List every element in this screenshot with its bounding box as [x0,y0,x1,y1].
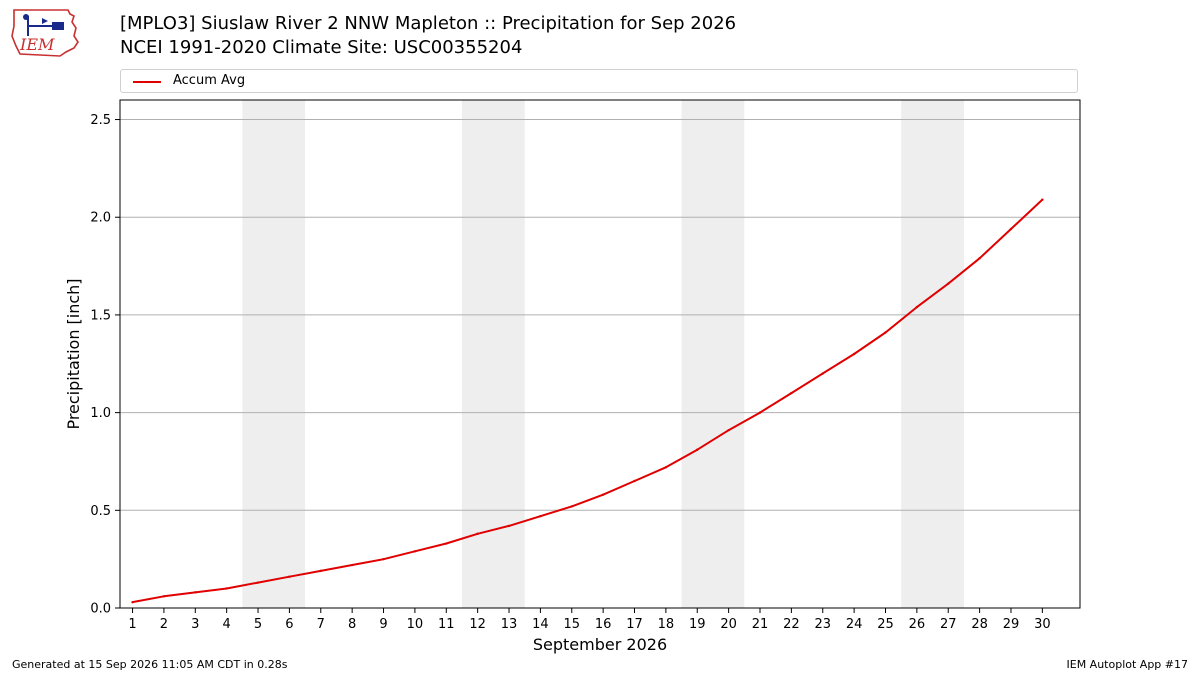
y-tick-label-1: 0.5 [90,504,111,519]
x-tick-label-12: 12 [469,617,486,632]
x-tick-label-28: 28 [971,617,988,632]
x-tick-label-16: 16 [595,617,612,632]
x-tick-label-30: 30 [1034,617,1051,632]
x-tick-label-4: 4 [223,617,231,632]
x-tick-label-2: 2 [160,617,168,632]
chart-subtitle: NCEI 1991-2020 Climate Site: USC00355204 [120,37,523,58]
data-point-day-6 [288,575,291,578]
y-tick-label-5: 2.5 [90,113,111,128]
data-point-day-11 [445,542,448,545]
data-point-day-16 [601,493,605,496]
x-tick-label-19: 19 [689,617,706,632]
x-tick-label-17: 17 [626,617,643,632]
series-line-0 [132,198,1044,604]
y-tick-label-2: 1.0 [90,406,111,421]
weekend-band-3 [681,100,745,608]
data-point-day-23 [821,372,824,375]
x-tick-label-14: 14 [532,617,549,632]
x-tick-label-3: 3 [191,617,199,632]
x-tick-label-18: 18 [658,617,675,632]
data-point-day-8 [350,563,354,567]
x-tick-label-6: 6 [285,617,293,632]
data-point-day-3 [194,591,197,594]
x-tick-label-21: 21 [752,617,769,632]
x-tick-label-10: 10 [407,617,424,632]
x-tick-label-9: 9 [379,617,387,632]
data-point-day-18 [664,466,668,469]
weekend-band-1 [242,100,306,608]
weekend-band-2 [461,100,525,608]
y-tick-label-0: 0.0 [90,602,111,617]
x-tick-label-24: 24 [846,617,863,632]
x-tick-label-29: 29 [1003,617,1020,632]
weekend-band-4 [901,100,964,608]
chart-title: [MPLO3] Siuslaw River 2 NNW Mapleton :: … [120,13,737,34]
data-point-day-25 [884,331,887,334]
data-point-day-29 [1009,227,1013,231]
data-point-day-10 [413,550,417,553]
x-tick-label-23: 23 [814,617,831,632]
data-point-day-9 [382,557,385,561]
autoplot-app-label: IEM Autoplot App #17 [1066,658,1189,671]
data-point-day-13 [507,524,511,528]
data-point-day-14 [539,514,542,518]
generated-timestamp: Generated at 15 Sep 2026 11:05 AM CDT in… [12,658,288,671]
data-point-day-2 [162,595,166,598]
data-point-day-4 [225,587,228,590]
x-tick-label-26: 26 [909,617,926,632]
data-point-day-12 [476,532,479,535]
data-point-day-26 [915,305,919,309]
data-point-day-1 [131,600,134,604]
data-point-day-17 [633,479,636,483]
x-tick-label-8: 8 [348,617,356,632]
iem-logo: IEM [11,9,79,57]
y-tick-label-4: 2.0 [90,211,111,226]
logo-text: IEM [19,35,55,54]
data-point-day-27 [947,282,950,285]
data-point-day-30 [1041,198,1044,201]
data-point-day-22 [790,391,793,395]
x-tick-label-13: 13 [501,617,518,632]
data-point-day-20 [727,429,730,432]
x-tick-label-22: 22 [783,617,800,632]
data-point-day-19 [696,448,699,451]
data-point-day-7 [319,569,322,573]
x-tick-label-25: 25 [877,617,894,632]
x-tick-label-7: 7 [317,617,325,632]
x-tick-label-15: 15 [563,617,580,632]
legend-swatch-accum-avg [133,81,161,83]
x-tick-label-5: 5 [254,617,262,632]
x-tick-label-11: 11 [438,617,455,632]
data-point-day-21 [758,411,762,414]
y-tick-label-3: 1.5 [90,308,111,323]
y-axis-label: Precipitation [inch] [64,278,83,429]
data-point-day-5 [256,581,260,584]
x-tick-label-20: 20 [720,617,737,632]
x-tick-label-1: 1 [128,617,136,632]
data-point-day-28 [978,257,981,260]
x-tick-label-27: 27 [940,617,957,632]
data-point-day-24 [852,352,856,356]
legend-label-accum-avg: Accum Avg [173,73,246,88]
plot-frame [119,99,1081,609]
data-point-day-15 [570,505,573,508]
chart-legend: Accum Avg [120,69,1078,93]
x-axis-label: September 2026 [533,635,667,654]
